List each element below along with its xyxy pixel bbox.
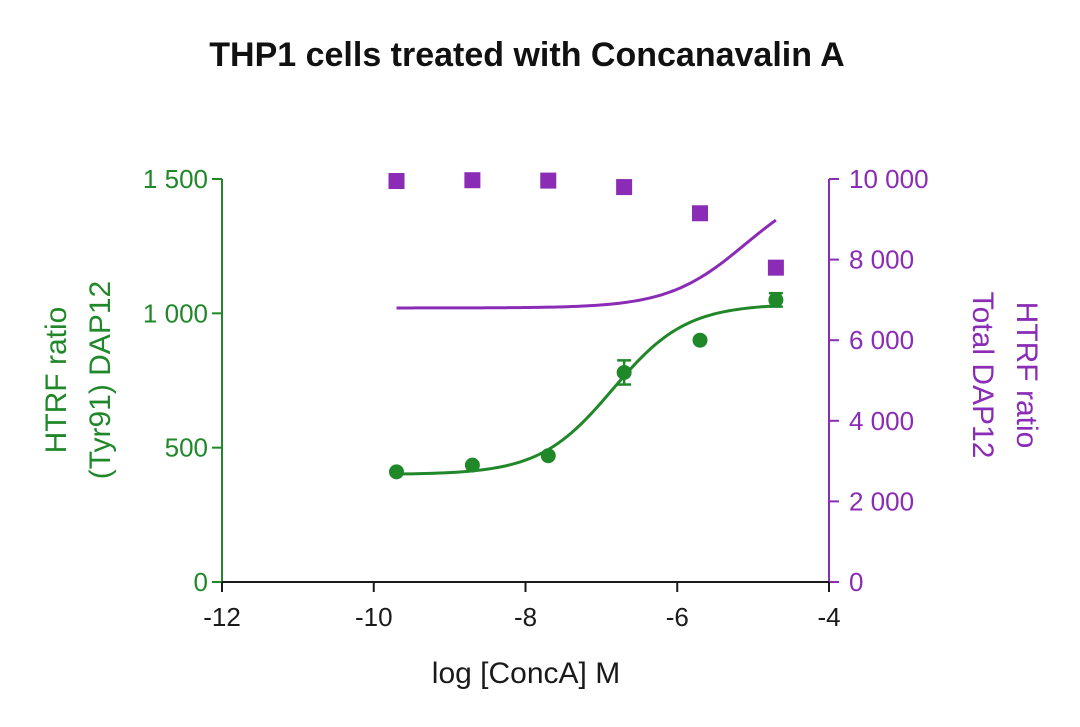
data-point-square	[464, 172, 481, 189]
y-left-tick-label: 1 500	[143, 164, 208, 194]
y-axis-right-label-line: HTRF ratio	[1010, 302, 1043, 449]
y-right-tick-label: 8 000	[849, 245, 914, 275]
data-point-circle	[616, 364, 632, 380]
y-axis-left-label: HTRF ratio (Tyr91) DAP12	[40, 281, 117, 479]
y-axis-right-label: HTRF ratio Total DAP12	[966, 292, 1043, 459]
x-axis-label: log [ConcA] M	[432, 657, 620, 690]
data-point-circle	[389, 464, 405, 480]
data-point-circle	[692, 332, 708, 348]
fit-curve-left	[396, 304, 776, 476]
y-axis-left-label-line: (Tyr91) DAP12	[84, 281, 117, 479]
y-right-tick-label: 2 000	[849, 486, 914, 516]
y-left-tick-label: 0	[194, 567, 208, 597]
x-tick-label: -6	[666, 602, 689, 632]
y-right-tick-label: 6 000	[849, 325, 914, 355]
data-point-square	[616, 179, 633, 196]
y-right-tick-label: 10 000	[849, 164, 929, 194]
x-tick-label: -10	[355, 602, 393, 632]
x-tick-label: -12	[203, 602, 241, 632]
data-point-circle	[464, 457, 480, 473]
y-left-tick-label: 1 000	[143, 298, 208, 328]
chart-title: THP1 cells treated with Concanavalin A	[209, 36, 844, 74]
data-point-square	[388, 173, 405, 190]
x-tick-label: -4	[817, 602, 840, 632]
data-point-circle	[768, 292, 784, 308]
data-point-square	[767, 259, 784, 276]
y-axis-right-label-line: Total DAP12	[966, 292, 999, 459]
y-right-tick-label: 4 000	[849, 406, 914, 436]
y-right-tick-label: 0	[849, 567, 863, 597]
fit-curve-right	[396, 218, 777, 310]
data-point-circle	[540, 448, 556, 464]
y-left-tick-label: 500	[165, 433, 208, 463]
data-point-square	[692, 205, 709, 222]
data-point-square	[540, 172, 557, 189]
x-tick-label: -8	[514, 602, 537, 632]
y-axis-left-label-line: HTRF ratio	[40, 307, 73, 454]
